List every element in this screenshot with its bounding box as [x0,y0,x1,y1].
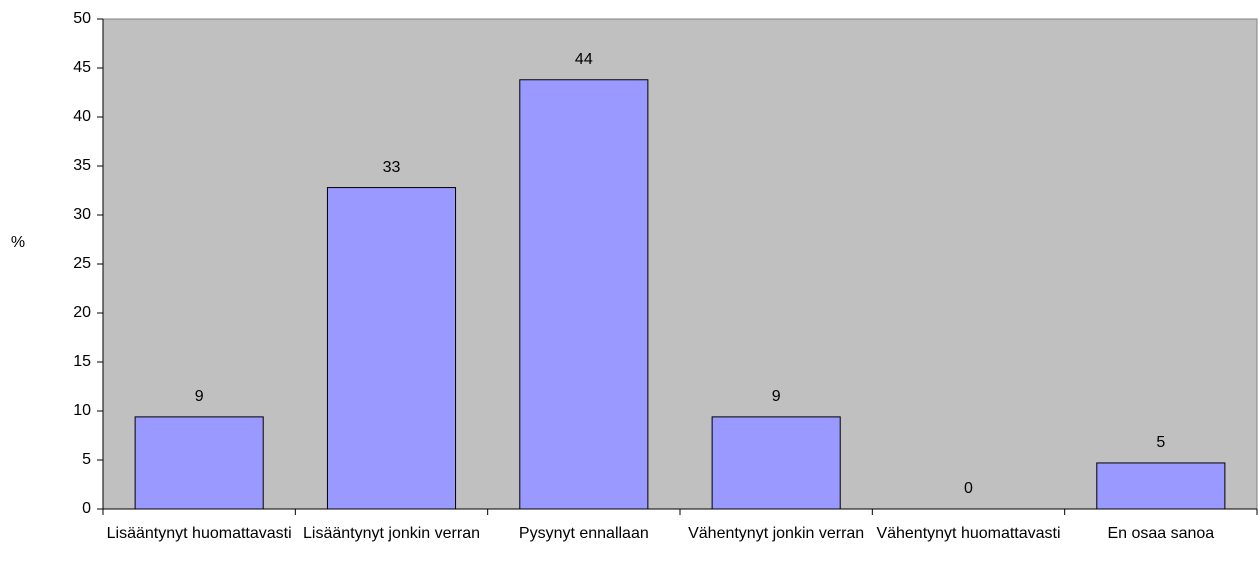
data-label: 0 [964,480,973,497]
y-tick-label: 45 [73,59,91,76]
y-tick-label: 35 [73,157,91,174]
y-tick-label: 30 [73,206,91,223]
y-tick-label: 5 [82,451,91,468]
y-axis-label: % [11,234,25,251]
x-tick-label: Vähentynyt jonkin verran [688,525,865,542]
y-tick-label: 50 [73,10,91,27]
y-tick-label: 25 [73,255,91,272]
bar [519,79,649,510]
x-tick-label: Lisääntynyt huomattavasti [106,525,292,542]
data-label: 9 [195,388,204,405]
x-tick-label: Pysynyt ennallaan [518,525,649,542]
data-label: 44 [575,51,593,68]
data-label: 9 [772,388,781,405]
plot-area [102,18,1258,510]
data-label: 33 [383,159,401,176]
y-tick-label: 15 [73,353,91,370]
bar [1096,462,1226,510]
y-tick-label: 10 [73,402,91,419]
bar [326,187,457,510]
y-tick-label: 0 [82,500,91,517]
x-tick-label: En osaa sanoa [1107,525,1215,542]
x-tick-label: Lisääntynyt jonkin verran [303,525,480,542]
data-label: 5 [1156,434,1165,451]
x-tick-label: Vähentynyt huomattavasti [876,525,1061,542]
bar [711,416,841,510]
bar [134,416,264,510]
y-tick-label: 20 [73,304,91,321]
y-tick-label: 40 [73,108,91,125]
